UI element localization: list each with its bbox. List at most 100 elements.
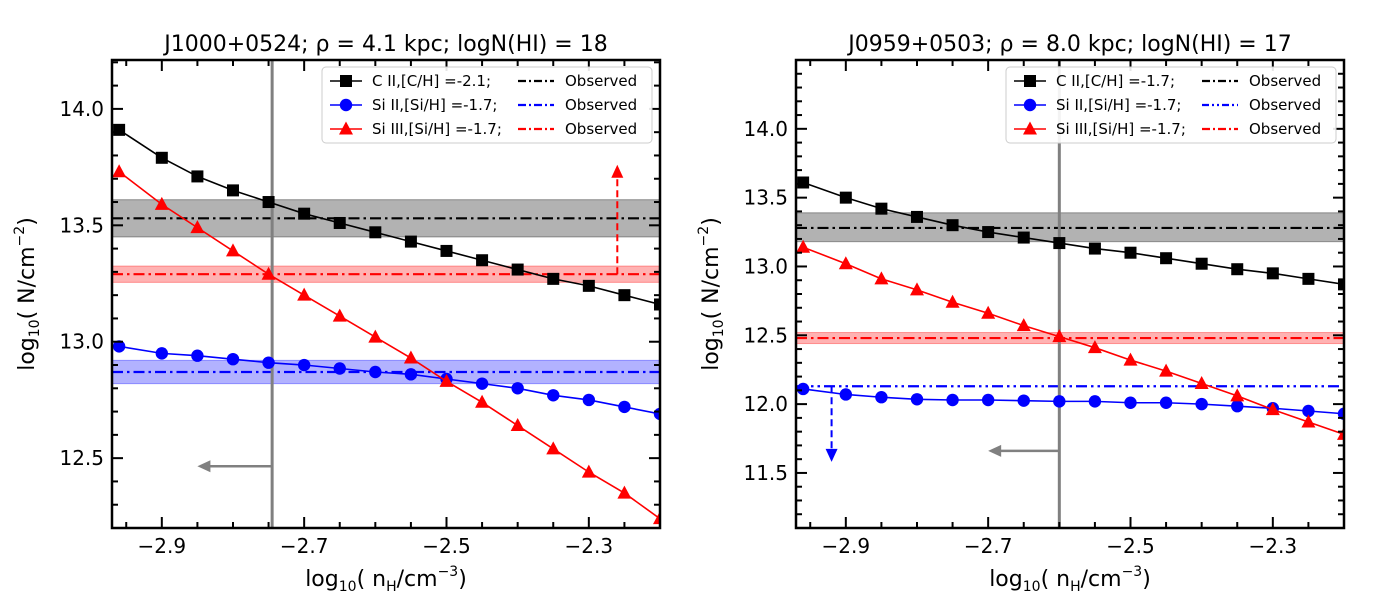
data-point <box>547 272 560 285</box>
legend-marker <box>339 98 353 112</box>
data-point <box>1016 318 1031 332</box>
data-point <box>112 340 126 353</box>
x-tick-label: −2.5 <box>422 534 471 558</box>
data-point <box>1053 395 1066 408</box>
plot-area-right <box>796 60 1344 528</box>
data-point <box>112 164 127 178</box>
data-point <box>403 350 418 364</box>
x-tick-label: −2.7 <box>280 534 329 558</box>
data-point <box>154 196 169 210</box>
data-point <box>476 254 489 267</box>
legend-observed-label: Observed <box>1249 72 1321 90</box>
y-tick-label: 13.5 <box>743 186 788 210</box>
data-point <box>404 235 417 248</box>
legend-observed-label: Observed <box>565 72 637 90</box>
data-point <box>475 394 490 408</box>
data-point <box>475 377 489 390</box>
data-point <box>368 329 383 343</box>
data-point <box>440 244 453 257</box>
series-line <box>118 171 660 520</box>
data-point <box>1088 395 1102 408</box>
plot-area-left <box>112 60 660 528</box>
x-axis-label: log10( nH/cm−3) <box>989 564 1151 595</box>
data-point <box>1124 246 1137 259</box>
data-point <box>511 382 524 395</box>
panel-right: J0959+0503; ρ = 8.0 kpc; logN(HI) = 17 1… <box>696 32 1346 595</box>
data-point <box>582 393 596 407</box>
series-line <box>802 181 1344 286</box>
data-point <box>1301 414 1316 428</box>
data-point <box>226 184 239 197</box>
data-point <box>404 368 418 381</box>
data-point <box>510 418 525 432</box>
data-point <box>1017 394 1030 407</box>
data-point <box>511 263 524 276</box>
data-point <box>226 352 240 366</box>
data-point <box>839 191 852 204</box>
data-point <box>155 151 168 164</box>
legend-label: Si III,[Si/H] =-1.7; <box>1056 120 1186 138</box>
series-line <box>802 246 1344 436</box>
data-point <box>982 226 995 239</box>
data-point <box>874 271 889 285</box>
data-point <box>333 216 346 229</box>
data-point <box>1338 278 1344 291</box>
legend-marker <box>339 121 353 135</box>
y-tick-label: 13.0 <box>59 330 104 354</box>
data-point <box>261 266 276 280</box>
chart-title-left: J1000+0524; ρ = 4.1 kpc; logN(HI) = 18 <box>162 32 607 57</box>
data-point <box>839 388 853 401</box>
data-point <box>1159 396 1173 409</box>
data-point <box>1337 426 1344 440</box>
legend-box <box>1005 66 1337 144</box>
data-point <box>1265 402 1280 416</box>
limit-arrow-head <box>197 460 211 473</box>
legend-observed-label: Observed <box>1249 96 1321 114</box>
series-line <box>118 129 660 306</box>
x-tick-label: −2.7 <box>964 534 1013 558</box>
data-point <box>369 365 382 379</box>
data-point <box>1195 397 1208 411</box>
data-point <box>439 373 454 387</box>
data-point <box>1302 404 1315 418</box>
x-tick-label: −2.5 <box>1106 534 1155 558</box>
data-point <box>1124 396 1137 409</box>
legend: C II,[C/H] =-2.1; Observed Si II,[Si/H] =-… <box>321 66 653 144</box>
data-point <box>875 202 888 215</box>
series-line <box>803 388 1344 415</box>
legend-label: C II,[C/H] =-2.1; <box>372 72 491 90</box>
data-point <box>262 356 275 369</box>
data-point <box>191 349 204 362</box>
data-point <box>1159 363 1174 377</box>
plot-frame <box>110 58 662 530</box>
legend-label: Si II,[Si/H] =-1.7; <box>372 96 497 114</box>
data-point <box>582 279 595 292</box>
data-point <box>909 282 924 296</box>
panel-left: J1000+0524; ρ = 4.1 kpc; logN(HI) = 18 1… <box>12 32 662 595</box>
data-point <box>910 393 924 406</box>
y-axis-label: log10( N/cm−2) <box>12 217 43 371</box>
legend-label: Si II,[Si/H] =-1.7; <box>1056 96 1181 114</box>
data-point <box>262 196 275 209</box>
legend-label: Si III,[Si/H] =-1.7; <box>372 120 502 138</box>
legend-marker <box>1024 75 1036 87</box>
data-point <box>1337 407 1344 420</box>
data-point <box>113 123 126 136</box>
y-tick-label: 13.5 <box>59 213 104 237</box>
data-point <box>875 391 888 404</box>
data-point <box>945 294 960 308</box>
data-point <box>1231 399 1244 413</box>
data-point <box>298 207 311 220</box>
series-line <box>118 345 660 415</box>
data-point <box>1088 242 1101 255</box>
x-tick-label: −2.3 <box>1249 534 1298 558</box>
data-point <box>1302 272 1315 285</box>
data-point <box>1266 267 1279 280</box>
data-point <box>581 464 596 478</box>
y-tick-label: 12.5 <box>59 446 104 470</box>
legend-box <box>321 66 653 144</box>
y-axis-label: log10( N/cm−2) <box>696 217 727 371</box>
data-point <box>190 220 205 234</box>
x-tick-label: −2.9 <box>138 534 187 558</box>
legend-label: C II,[C/H] =-1.7; <box>1056 72 1175 90</box>
